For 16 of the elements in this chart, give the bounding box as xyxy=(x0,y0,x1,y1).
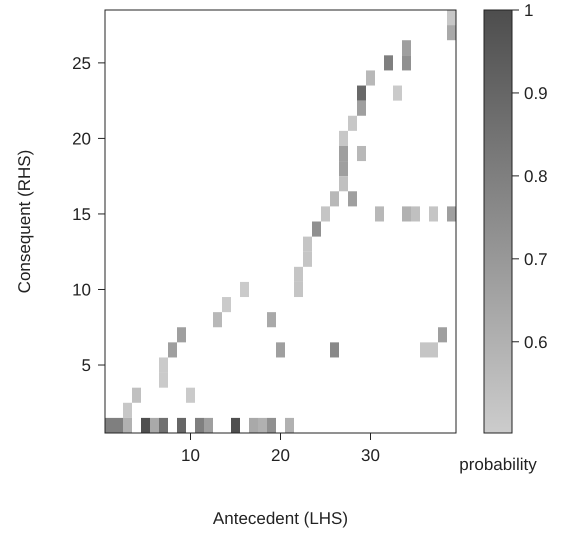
x-tick-label: 10 xyxy=(181,446,200,465)
y-tick-label: 15 xyxy=(72,204,91,224)
color-bar-title: probability xyxy=(459,455,538,474)
color-bar-label: 0.8 xyxy=(524,166,548,186)
color-bar-label: 1 xyxy=(524,1,534,20)
color-bar-label: 0.6 xyxy=(524,332,548,352)
y-tick-label: 20 xyxy=(72,129,91,148)
x-tick-label: 20 xyxy=(271,446,290,465)
color-bar-label: 0.9 xyxy=(524,84,548,103)
y-axis-title: Consequent (RHS) xyxy=(15,150,34,294)
y-tick-label: 5 xyxy=(82,356,91,376)
x-tick-label: 30 xyxy=(361,446,380,465)
color-bar-label: 0.7 xyxy=(524,250,548,269)
y-tick-label: 10 xyxy=(72,280,91,300)
y-tick-label: 25 xyxy=(72,54,91,73)
x-axis-title: Antecedent (LHS) xyxy=(212,509,348,528)
